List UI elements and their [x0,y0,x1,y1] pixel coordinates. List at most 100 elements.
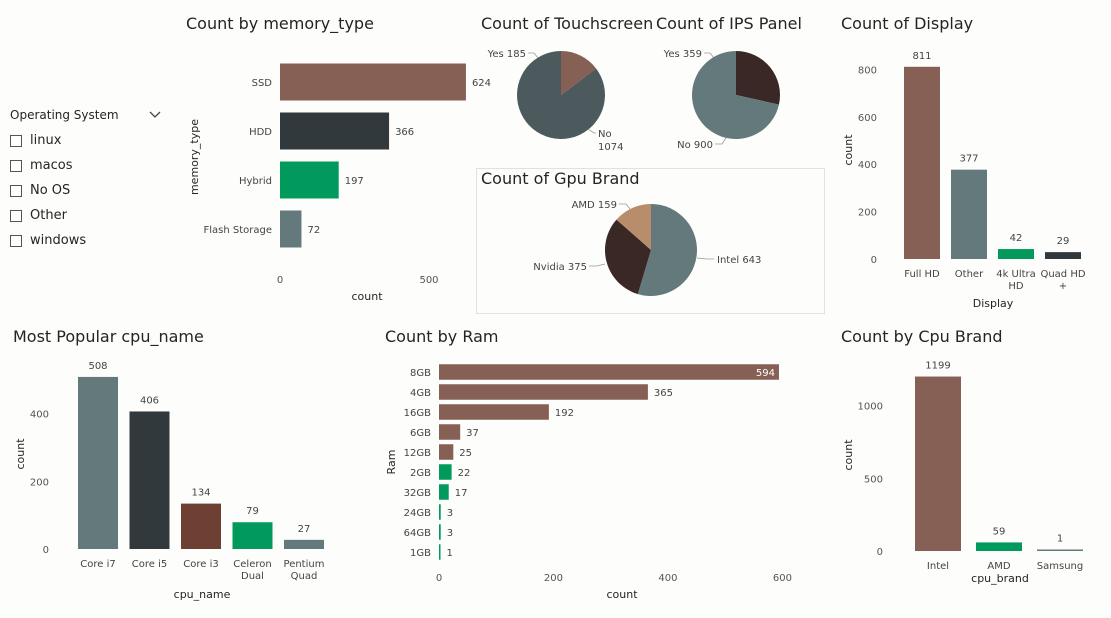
slice-label: No 900 [677,140,713,151]
category-label: HDD [249,127,272,138]
os-option-other[interactable]: Other [10,203,165,228]
slice-touch [517,51,605,140]
category-label: 64GB [404,528,431,539]
gpu-chart-frame [476,168,825,314]
axis-tick: 200 [30,477,49,488]
leader-line [619,203,631,210]
data-label: 624 [472,78,491,89]
slice-ips [736,51,780,105]
bar-memory [280,63,466,101]
axis-tick: 0 [277,275,283,286]
category-label: Flash Storage [203,225,272,236]
checkbox[interactable] [10,184,22,197]
y-axis-label: count [842,439,855,471]
data-label: 3 [447,528,453,539]
checkbox[interactable] [10,134,22,147]
axis-tick: 400 [858,160,877,171]
os-option-macos[interactable]: macos [10,153,165,178]
checkbox[interactable] [10,234,22,247]
y-axis-label: memory_type [188,119,201,195]
os-option-label: Other [30,208,67,223]
os-option-linux[interactable]: linux [10,128,165,153]
os-option-windows[interactable]: windows [10,228,165,253]
y-axis-label: Ram [385,450,398,475]
checkbox[interactable] [10,209,22,222]
os-option-label: No OS [30,183,71,198]
bar-cpuname [232,522,273,549]
checkbox[interactable] [10,159,22,172]
ips-chart-title: Count of IPS Panel [656,14,802,33]
y-axis-label: count [14,438,27,470]
chevron-down-icon[interactable] [149,111,161,119]
axis-tick: 0 [877,547,883,558]
category-label: SSD [252,78,273,89]
os-option-no-os[interactable]: No OS [10,178,165,203]
slice-label: Intel 643 [717,255,761,266]
axis-tick: 500 [864,474,883,485]
os-slicer-header[interactable]: Operating System [10,106,165,124]
bar-ram [439,484,449,500]
slice-label: Yes 185 [487,49,526,60]
category-label: 12GB [404,448,431,459]
x-axis-label: count [351,290,383,303]
category-label: 6GB [410,428,431,439]
axis-tick: 400 [658,573,677,584]
category-label: 8GB [410,368,431,379]
data-label: 1 [447,548,453,559]
data-label: 134 [191,488,210,499]
data-label: 365 [654,388,673,399]
x-axis-label: cpu_name [174,588,231,601]
axis-tick: 200 [544,573,563,584]
leader-line [589,263,606,267]
category-label: Samsung [1037,561,1083,572]
axis-tick: 500 [419,275,438,286]
category-label: 2GB [410,468,431,479]
memory-chart-title: Count by memory_type [186,14,374,33]
bar-memory [280,210,302,248]
leader-line [696,257,714,260]
ram-chart-title: Count by Ram [385,327,499,346]
slice-label: Yes 359 [663,49,702,60]
axis-tick: 0 [436,573,442,584]
bar-cpubrand [915,376,961,551]
category-label: Celeron Dual [233,559,271,582]
bar-cpuname [129,411,170,549]
display-chart-title: Count of Display [841,14,974,33]
os-slicer: Operating System linux macos No OS Other… [10,106,165,253]
axis-tick: 0 [43,545,49,556]
category-label: Hybrid [239,176,272,187]
bar-ram [439,524,441,540]
category-label: Core i7 [80,559,115,570]
data-label: 594 [756,368,775,379]
data-label: 1 [1057,534,1063,545]
gpu-chart-title: Count of Gpu Brand [481,169,640,188]
bar-ram [439,444,454,460]
os-option-label: linux [30,133,62,148]
bar-ram [439,464,452,480]
slice-gpu [637,204,697,296]
bar-display [951,169,987,259]
axis-tick: 800 [858,65,877,76]
slice-label: Nvidia 375 [533,262,587,273]
axis-tick: 400 [30,410,49,421]
category-label: Pentium Quad [284,559,325,582]
bar-ram [439,404,549,420]
category-label: 32GB [404,488,431,499]
data-label: 25 [459,448,472,459]
category-label: Intel [927,561,949,572]
data-label: 366 [395,127,414,138]
category-label: 16GB [404,408,431,419]
data-label: 42 [1010,233,1023,244]
category-label: 4k Ultra HD [996,269,1036,292]
bar-cpubrand [976,542,1022,551]
category-label: Core i3 [183,559,218,570]
data-label: 22 [458,468,471,479]
bar-ram [439,544,441,560]
data-label: 59 [993,526,1006,537]
leader-line [587,128,596,134]
data-label: 192 [555,408,574,419]
bar-memory [280,112,390,150]
y-axis-label: count [842,134,855,166]
cpubrand-chart-title: Count by Cpu Brand [841,327,1003,346]
x-axis-label: Display [973,297,1014,310]
